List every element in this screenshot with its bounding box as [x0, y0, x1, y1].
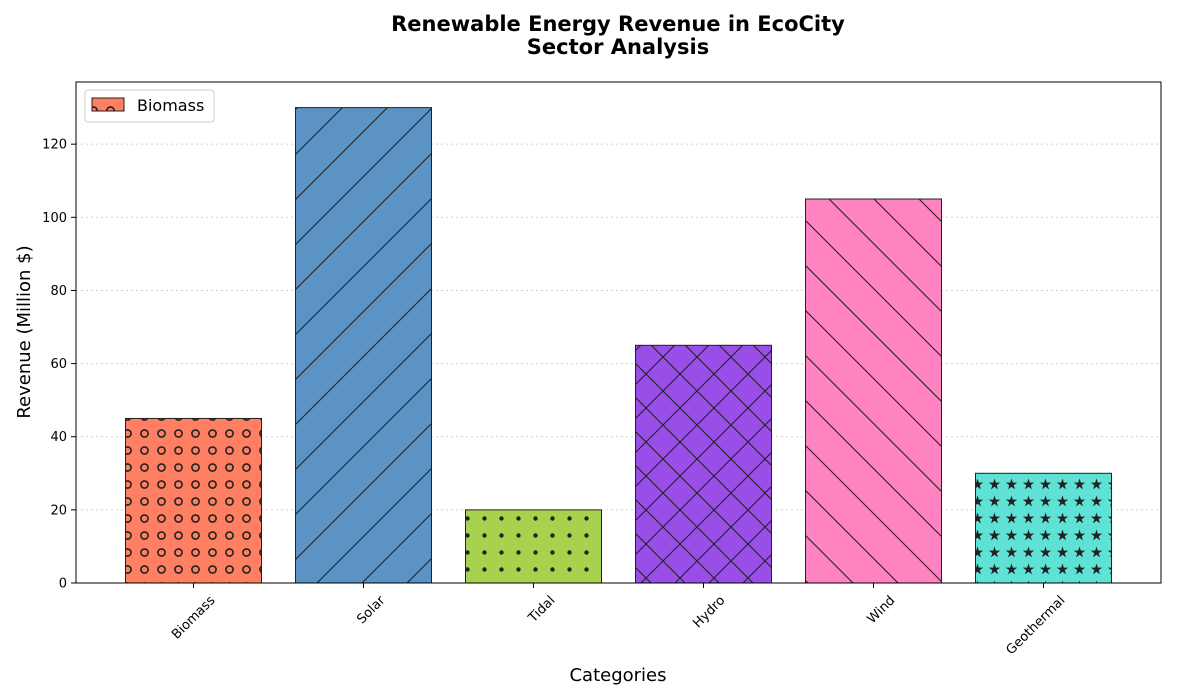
legend-swatch-pattern — [91, 97, 125, 112]
y-axis-label: Revenue (Million $) — [14, 245, 35, 418]
y-tick-label: 100 — [42, 211, 67, 226]
bar-hatch-hydro — [635, 344, 772, 584]
legend: Biomass — [84, 89, 215, 123]
legend-label: Biomass — [137, 96, 204, 115]
y-tick-label: 20 — [50, 503, 67, 518]
x-tick-label: Geothermal — [1003, 593, 1068, 658]
bar-hatch-biomass — [125, 417, 262, 584]
x-axis-label: Categories — [569, 665, 666, 686]
x-tick-label: Wind — [865, 593, 899, 627]
x-tick-label: Hydro — [690, 593, 728, 631]
chart-title: Renewable Energy Revenue in EcoCity — [391, 12, 845, 36]
bars — [125, 107, 1112, 584]
bar-hatch-geothermal — [975, 472, 1112, 584]
y-tick-label: 60 — [50, 357, 67, 372]
y-tick-label: 40 — [50, 430, 67, 445]
y-tick-label: 120 — [42, 138, 67, 153]
y-tick-label: 0 — [59, 577, 67, 592]
bar-hatch-tidal — [465, 509, 602, 584]
chart-subtitle: Sector Analysis — [527, 35, 709, 59]
plot-frame — [75, 81, 1162, 584]
x-tick-label: Tidal — [525, 593, 558, 626]
bar-hatch-solar — [295, 107, 432, 584]
bar-hatch-wind — [805, 198, 942, 584]
x-axis-ticks: Biomass Solar Tidal Hydro Wind Geothermal — [169, 583, 1068, 658]
x-tick-label: Solar — [354, 593, 388, 627]
y-tick-label: 80 — [50, 284, 67, 299]
x-tick-label: Biomass — [169, 593, 218, 642]
y-axis-ticks: 0 20 40 60 80 100 120 — [42, 138, 76, 592]
